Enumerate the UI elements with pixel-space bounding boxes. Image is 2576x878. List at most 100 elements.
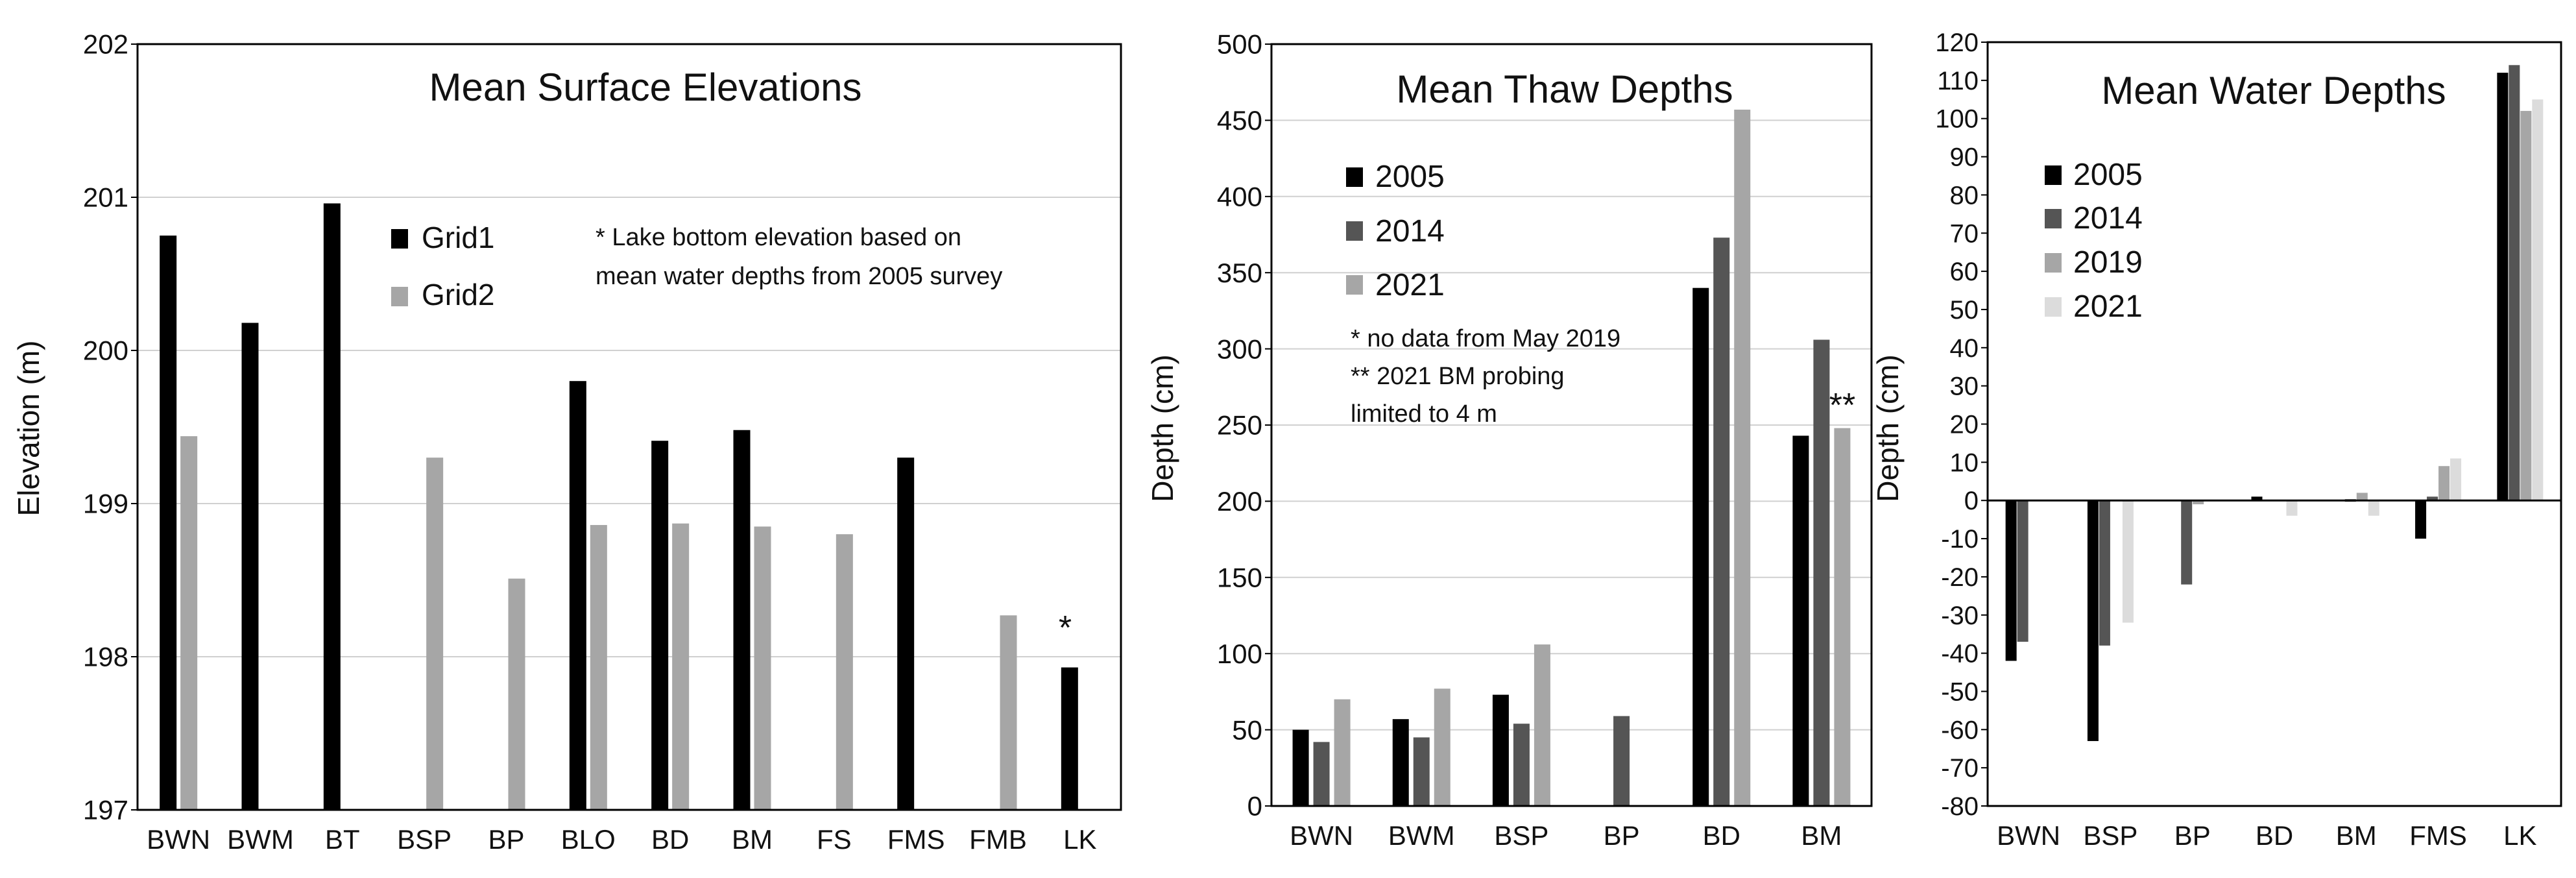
y-tick-label: -70 xyxy=(1941,754,1979,783)
legend-label-2019: 2019 xyxy=(2073,245,2143,280)
bar-lk-2005 xyxy=(2497,73,2509,501)
y-tick-label: 0 xyxy=(1247,791,1262,822)
bar-lk-2019 xyxy=(2520,110,2532,501)
x-tick-label-bd: BD xyxy=(1703,820,1740,851)
x-tick-label-bd: BD xyxy=(651,824,689,855)
y-tick-label: 20 xyxy=(1950,411,1979,439)
x-tick-label-bd: BD xyxy=(2256,820,2293,851)
bar-fms-2021 xyxy=(2450,458,2462,501)
plot-frame xyxy=(136,43,1122,811)
annotation-note-line2: mean water depths from 2005 survey xyxy=(596,263,1002,290)
bar-lk-2021 xyxy=(2532,99,2544,501)
y-axis-label: Depth (cm) xyxy=(1146,354,1179,502)
x-tick-labels: BWN BWM BT BSP BP BLO BD BM FS FMS FMB LK xyxy=(147,824,1096,855)
legend: 2005 2014 2019 2021 xyxy=(2045,158,2143,324)
bars xyxy=(2005,65,2544,741)
y-tick-label: 120 xyxy=(1935,29,1979,57)
y-tick-label: -60 xyxy=(1941,716,1979,744)
legend-label-2005: 2005 xyxy=(2073,158,2143,192)
annotation-note-line1: * Lake bottom elevation based on xyxy=(596,224,961,251)
x-tick-label-lk: LK xyxy=(2503,820,2536,851)
legend-swatch-grid1 xyxy=(391,229,408,249)
bar-bsp-2014 xyxy=(2099,500,2110,646)
bar-lk-2014 xyxy=(2509,65,2520,501)
x-tick-label-bsp: BSP xyxy=(2083,820,2137,851)
bar-bwn-2021 xyxy=(1334,699,1351,806)
legend-swatch-grid2 xyxy=(391,287,408,306)
bar-lk-grid1 xyxy=(1061,667,1078,810)
bar-fmb-grid2 xyxy=(1000,615,1017,810)
y-tick-label: -10 xyxy=(1941,525,1979,554)
bar-blo-grid1 xyxy=(569,381,586,810)
annotation-asterisk-bm: ** xyxy=(1829,387,1855,424)
bar-bp-2019 xyxy=(2193,500,2204,505)
bar-bm-grid1 xyxy=(733,430,751,810)
bar-bd-2005 xyxy=(2251,496,2263,501)
x-tick-label-lk: LK xyxy=(1063,824,1096,855)
x-tick-label-fms: FMS xyxy=(2409,820,2467,851)
y-tick-label: 201 xyxy=(83,182,128,213)
plot-frame xyxy=(1270,43,1873,807)
y-tick-label: 100 xyxy=(1217,639,1262,669)
x-tick-label-blo: BLO xyxy=(561,824,616,855)
bar-bsp-2005 xyxy=(2087,500,2099,741)
chart-title: Mean Water Depths xyxy=(2101,69,2446,112)
y-tick-label: 70 xyxy=(1950,219,1979,248)
y-tick-label: 150 xyxy=(1217,563,1262,593)
y-tick-label: -50 xyxy=(1941,677,1979,706)
y-tick-label: -30 xyxy=(1941,602,1979,630)
x-tick-label-bsp: BSP xyxy=(397,824,451,855)
y-tick-label: 110 xyxy=(1937,67,1979,95)
chart-surface-elevations: 197 198 199 200 201 202 BWN BWM BT BSP BP BLO BD BM F… xyxy=(12,29,1122,855)
y-tick-labels: -80 -70 -60 -50 -40 -30 -20 -10 0 10 20 30 40 50 60 70 8… xyxy=(1935,29,1988,821)
y-tick-label: 10 xyxy=(1950,448,1979,477)
bar-bwn-2005 xyxy=(2005,500,2017,661)
y-tick-label: 200 xyxy=(1217,486,1262,517)
x-tick-label-bm: BM xyxy=(1801,820,1842,851)
x-tick-label-bm: BM xyxy=(732,824,773,855)
bar-bwn-2014 xyxy=(1313,742,1330,806)
bar-bm-2014 xyxy=(1813,339,1830,806)
y-tick-label: 199 xyxy=(83,489,128,519)
x-tick-label-bwn: BWN xyxy=(147,824,210,855)
legend-swatch-2005 xyxy=(2045,165,2062,185)
y-tick-label: 350 xyxy=(1217,258,1262,288)
bar-bm-2021 xyxy=(2368,500,2379,516)
legend-swatch-2014 xyxy=(2045,209,2062,228)
plot-frame xyxy=(1986,41,2562,807)
bar-bm-grid2 xyxy=(754,526,771,810)
bar-fms-grid1 xyxy=(897,457,915,810)
x-tick-labels: BWN BSP BP BD BM FMS LK xyxy=(1997,820,2536,851)
legend-label-grid1: Grid1 xyxy=(422,221,494,254)
y-tick-label: 197 xyxy=(83,795,128,825)
legend: Grid1 Grid2 xyxy=(391,221,494,311)
bar-bd-grid2 xyxy=(672,523,690,810)
x-tick-label-bwn: BWN xyxy=(1290,820,1353,851)
bar-fms-2014 xyxy=(2427,496,2438,501)
y-axis-label: Elevation (m) xyxy=(12,341,45,517)
bar-bsp-grid2 xyxy=(426,457,444,810)
chart-title: Mean Thaw Depths xyxy=(1396,67,1733,111)
bar-bm-2019 xyxy=(2356,493,2368,501)
y-tick-label: 80 xyxy=(1950,181,1979,210)
legend-label-grid2: Grid2 xyxy=(422,278,494,311)
legend: 2005 2014 2021 xyxy=(1346,160,1445,302)
legend-label-2005: 2005 xyxy=(1375,160,1445,194)
bar-bwn-2014 xyxy=(2017,500,2028,642)
annotation-note-line2: ** 2021 BM probing xyxy=(1351,363,1565,390)
bar-bp-2014 xyxy=(1613,716,1630,806)
annotation-asterisk-lk: * xyxy=(1059,609,1072,647)
y-tick-label: 250 xyxy=(1217,410,1262,441)
bar-bd-2021 xyxy=(2286,500,2298,516)
y-tick-label: 60 xyxy=(1950,258,1979,286)
bar-bwm-2014 xyxy=(1413,737,1430,806)
y-tick-label: -40 xyxy=(1941,640,1979,668)
bar-fms-2005 xyxy=(2415,500,2427,539)
y-tick-label: 30 xyxy=(1950,372,1979,401)
y-tick-label: 50 xyxy=(1232,714,1262,745)
y-tick-label: 400 xyxy=(1217,182,1262,212)
bar-bm-2021 xyxy=(1834,428,1851,806)
y-tick-label: 40 xyxy=(1950,334,1979,363)
chart-water-depths: -80 -70 -60 -50 -40 -30 -20 -10 0 10 20 30 40 50 60 70 8… xyxy=(1871,29,2562,851)
x-tick-label-bwm: BWM xyxy=(1388,820,1455,851)
